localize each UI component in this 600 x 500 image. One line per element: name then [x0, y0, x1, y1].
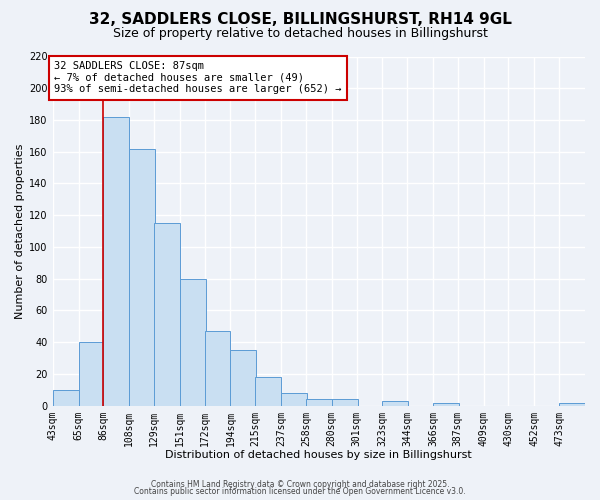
Bar [281, 393, 307, 406]
Text: Contains HM Land Registry data © Crown copyright and database right 2025.: Contains HM Land Registry data © Crown c… [151, 480, 449, 489]
Bar [230, 350, 256, 406]
Text: Size of property relative to detached houses in Billingshurst: Size of property relative to detached ho… [113, 28, 487, 40]
Text: 32, SADDLERS CLOSE, BILLINGSHURST, RH14 9GL: 32, SADDLERS CLOSE, BILLINGSHURST, RH14 … [89, 12, 511, 28]
Bar [129, 148, 155, 406]
X-axis label: Distribution of detached houses by size in Billingshurst: Distribution of detached houses by size … [166, 450, 472, 460]
Text: 32 SADDLERS CLOSE: 87sqm
← 7% of detached houses are smaller (49)
93% of semi-de: 32 SADDLERS CLOSE: 87sqm ← 7% of detache… [54, 62, 341, 94]
Text: Contains public sector information licensed under the Open Government Licence v3: Contains public sector information licen… [134, 488, 466, 496]
Bar [382, 401, 409, 406]
Bar [79, 342, 104, 406]
Y-axis label: Number of detached properties: Number of detached properties [15, 144, 25, 319]
Bar [180, 278, 206, 406]
Bar [205, 331, 230, 406]
Bar [103, 117, 129, 406]
Bar [154, 223, 180, 406]
Bar [332, 400, 358, 406]
Bar [255, 377, 281, 406]
Bar [306, 400, 332, 406]
Bar [53, 390, 79, 406]
Bar [433, 402, 459, 406]
Bar [559, 402, 585, 406]
